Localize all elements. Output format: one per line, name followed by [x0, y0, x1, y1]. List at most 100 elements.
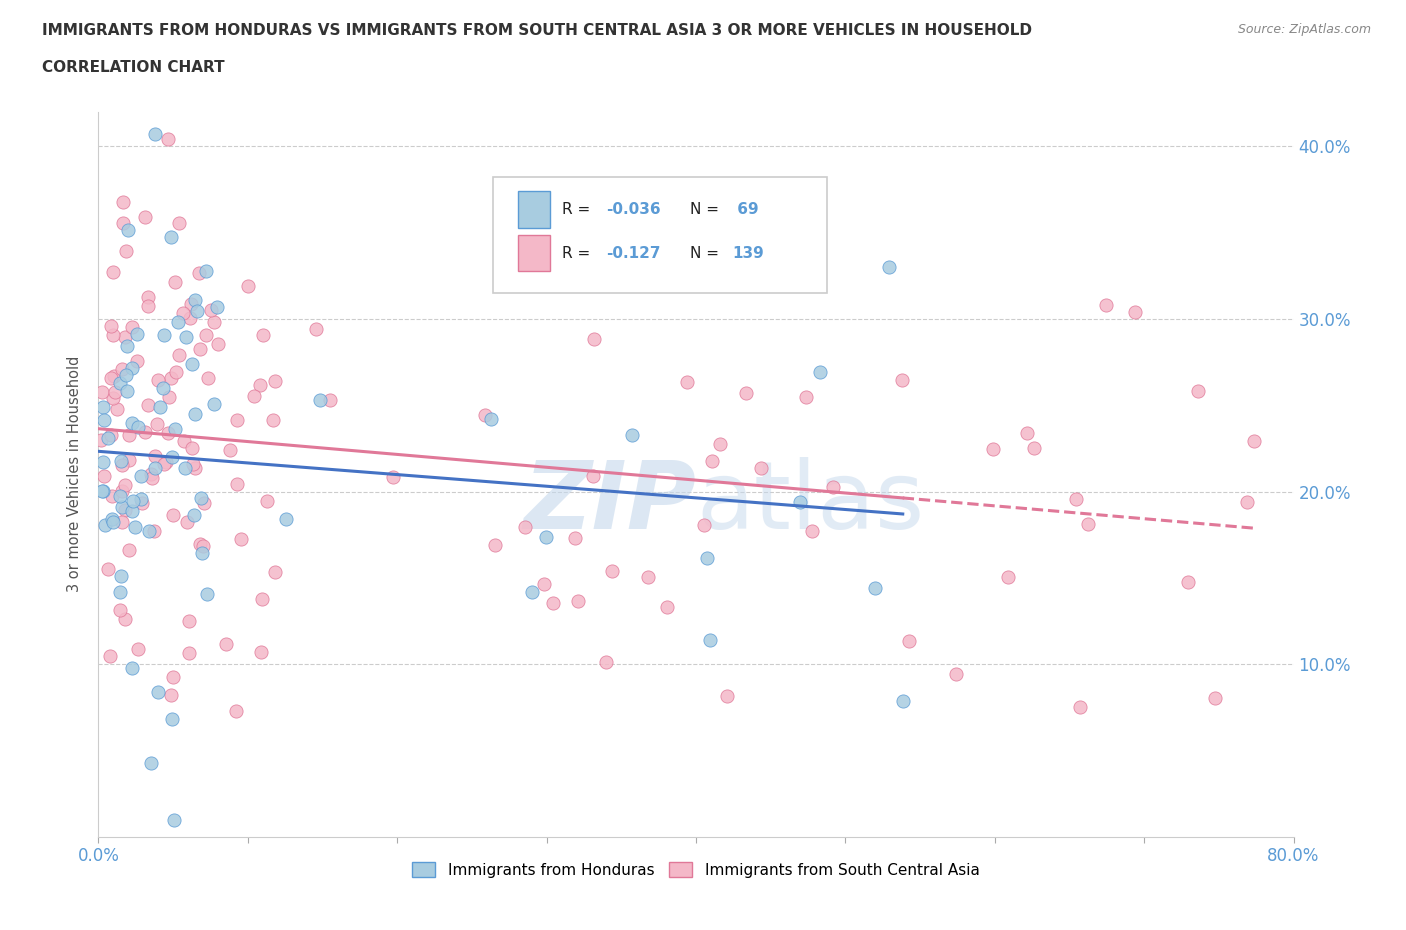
- Point: [225, 477, 247, 492]
- Point: [136, 299, 159, 313]
- Point: [94, 518, 117, 533]
- Point: [97, 431, 120, 445]
- Point: [381, 470, 404, 485]
- Point: [801, 524, 824, 538]
- Point: [146, 373, 169, 388]
- Point: [877, 259, 900, 274]
- Point: [101, 391, 124, 405]
- Point: [1022, 441, 1045, 456]
- Point: [891, 373, 914, 388]
- Point: [256, 494, 278, 509]
- Point: [191, 546, 214, 561]
- Point: [1204, 691, 1226, 706]
- Point: [863, 581, 886, 596]
- Point: [134, 425, 156, 440]
- FancyBboxPatch shape: [494, 177, 828, 293]
- Point: [184, 460, 207, 475]
- Point: [143, 460, 166, 475]
- Point: [522, 584, 544, 599]
- Point: [1077, 516, 1099, 531]
- Point: [136, 290, 159, 305]
- Point: [157, 389, 180, 404]
- Point: [159, 371, 181, 386]
- Point: [1095, 298, 1118, 312]
- Point: [945, 666, 967, 681]
- Point: [583, 332, 606, 347]
- Point: [162, 450, 184, 465]
- Point: [249, 378, 271, 392]
- Point: [124, 519, 146, 534]
- Point: [110, 376, 132, 391]
- Point: [93, 413, 115, 428]
- Point: [90, 484, 112, 498]
- Point: [98, 649, 121, 664]
- Point: [716, 689, 738, 704]
- Point: [191, 539, 214, 554]
- Point: [153, 457, 176, 472]
- Point: [195, 263, 218, 278]
- Point: [997, 569, 1019, 584]
- Y-axis label: 3 or more Vehicles in Household: 3 or more Vehicles in Household: [67, 356, 83, 592]
- Point: [474, 407, 496, 422]
- Point: [174, 460, 197, 475]
- Point: [891, 694, 914, 709]
- Point: [305, 322, 328, 337]
- FancyBboxPatch shape: [517, 192, 550, 228]
- Point: [111, 515, 134, 530]
- Point: [207, 337, 229, 352]
- Point: [179, 614, 201, 629]
- Point: [173, 433, 195, 448]
- Point: [121, 361, 143, 376]
- Point: [141, 471, 163, 485]
- Point: [152, 380, 174, 395]
- Point: [115, 339, 138, 353]
- Point: [121, 416, 143, 431]
- Point: [564, 530, 586, 545]
- Point: [533, 577, 555, 591]
- Point: [810, 365, 832, 379]
- Text: -0.036: -0.036: [606, 202, 661, 217]
- Point: [157, 131, 180, 146]
- Point: [513, 520, 536, 535]
- Point: [200, 303, 222, 318]
- Point: [238, 278, 260, 293]
- Point: [163, 422, 186, 437]
- Point: [167, 215, 190, 230]
- Point: [167, 314, 190, 329]
- Point: [110, 454, 132, 469]
- Point: [146, 684, 169, 699]
- Point: [676, 375, 699, 390]
- Point: [155, 455, 177, 470]
- Point: [117, 222, 139, 237]
- Point: [309, 392, 332, 407]
- Point: [534, 529, 557, 544]
- Point: [121, 504, 143, 519]
- Point: [263, 565, 285, 579]
- Point: [581, 469, 603, 484]
- Point: [179, 311, 201, 325]
- Point: [183, 508, 205, 523]
- Point: [160, 230, 183, 245]
- Text: atlas: atlas: [696, 458, 924, 550]
- Point: [162, 507, 184, 522]
- Point: [264, 374, 287, 389]
- Point: [484, 538, 506, 552]
- Point: [637, 569, 659, 584]
- Point: [115, 244, 138, 259]
- Point: [114, 330, 136, 345]
- Point: [190, 490, 212, 505]
- Point: [1236, 495, 1258, 510]
- Point: [111, 216, 134, 231]
- Point: [524, 232, 547, 247]
- Point: [693, 517, 716, 532]
- Point: [821, 480, 844, 495]
- Point: [129, 492, 152, 507]
- Point: [789, 494, 811, 509]
- Point: [118, 542, 141, 557]
- Point: [699, 632, 721, 647]
- Point: [749, 460, 772, 475]
- Point: [195, 327, 218, 342]
- Point: [595, 655, 617, 670]
- Point: [242, 389, 264, 404]
- Text: ZIP: ZIP: [523, 458, 696, 550]
